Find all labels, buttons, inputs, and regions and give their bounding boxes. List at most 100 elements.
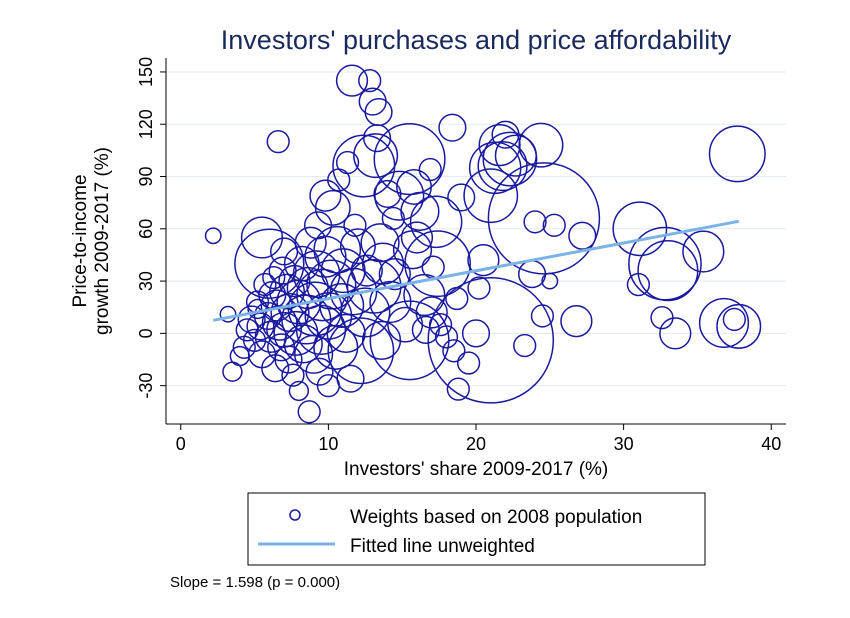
x-tick-label: 10 <box>318 434 338 454</box>
y-tick-label: -30 <box>136 373 156 399</box>
data-point <box>335 64 369 97</box>
x-ticks: 0 10 20 30 40 <box>176 424 781 454</box>
data-point <box>530 304 555 328</box>
data-point <box>234 228 305 299</box>
data-point <box>612 201 668 257</box>
y-tick-label: 150 <box>136 57 156 87</box>
data-point <box>427 277 555 404</box>
data-point <box>309 179 342 212</box>
y-axis-label-line-2: growth 2009-2017 (%) <box>92 147 113 335</box>
data-point <box>446 377 470 401</box>
data-point <box>261 304 298 341</box>
data-point <box>369 280 412 324</box>
y-tick-label: 120 <box>136 109 156 139</box>
data-point <box>266 130 290 154</box>
x-tick-label: 30 <box>614 434 634 454</box>
data-point <box>314 189 351 226</box>
data-point <box>708 125 766 183</box>
y-axis-label: Price-to-income growth 2009-2017 (%) <box>70 147 113 335</box>
data-point <box>400 191 440 231</box>
data-point <box>288 380 310 402</box>
data-point <box>513 333 537 358</box>
data-point <box>358 69 382 93</box>
data-point <box>442 339 466 363</box>
data-point <box>698 297 750 349</box>
data-point <box>364 97 393 127</box>
y-axis-label-line-1: Price-to-income <box>70 174 91 307</box>
data-point <box>246 312 275 341</box>
data-point <box>415 296 448 329</box>
data-point <box>242 328 267 352</box>
data-point <box>353 133 399 179</box>
data-point <box>404 230 472 298</box>
data-point <box>305 357 334 386</box>
data-point <box>716 303 762 349</box>
legend-bubble-marker <box>289 509 301 521</box>
x-tick-label: 0 <box>176 434 186 454</box>
data-point <box>336 364 365 393</box>
data-point <box>340 287 391 338</box>
y-tick-label: 90 <box>136 166 156 186</box>
data-point <box>487 162 601 275</box>
x-tick-label: 20 <box>466 434 486 454</box>
fitted-line <box>212 219 740 322</box>
legend-entry-weights: Weights based on 2008 population <box>350 507 642 528</box>
data-point <box>295 304 347 355</box>
data-point <box>262 265 286 290</box>
data-point <box>360 223 400 263</box>
data-point <box>297 400 321 424</box>
fitted-line-layer <box>212 219 740 322</box>
data-point <box>523 210 547 234</box>
slope-note: Slope = 1.598 (p = 0.000) <box>170 574 340 591</box>
data-point <box>409 195 463 249</box>
data-point <box>339 228 376 265</box>
data-point <box>374 170 425 221</box>
data-point <box>373 123 446 196</box>
data-point <box>294 226 327 259</box>
y-tick-label: 30 <box>136 271 156 291</box>
y-tick-label: 0 <box>136 328 156 338</box>
data-point <box>411 315 440 344</box>
data-point <box>304 235 347 278</box>
data-point <box>722 307 746 332</box>
data-point <box>463 168 519 224</box>
data-point <box>491 120 520 149</box>
data-point <box>467 244 500 277</box>
data-point <box>326 313 366 353</box>
data-point <box>319 282 365 329</box>
data-point <box>568 221 597 250</box>
chart-title: Investors' purchases and price affordabi… <box>221 25 732 55</box>
data-point <box>456 351 481 375</box>
legend-box <box>247 492 706 566</box>
data-point <box>518 122 564 168</box>
data-point <box>327 317 395 385</box>
y-ticks: -30 0 30 60 90 120 150 <box>136 57 166 399</box>
data-point <box>461 319 491 348</box>
y-tick-label: 60 <box>136 219 156 239</box>
data-point <box>313 225 362 274</box>
data-point <box>434 325 459 349</box>
data-point <box>237 305 266 334</box>
x-tick-label: 40 <box>761 434 781 454</box>
data-point <box>273 310 319 356</box>
data-point <box>396 169 432 205</box>
data-point <box>335 150 360 175</box>
data-point <box>494 134 537 177</box>
x-axis-label: Investors' share 2009-2017 (%) <box>344 459 609 480</box>
data-point <box>447 183 476 212</box>
data-point <box>378 257 411 291</box>
data-point <box>659 317 692 350</box>
data-point <box>541 272 559 290</box>
data-point <box>306 259 357 310</box>
data-point <box>274 345 303 374</box>
data-point <box>542 213 566 237</box>
data-point <box>269 273 306 310</box>
data-point <box>283 324 323 364</box>
data-point <box>343 213 367 237</box>
data-point <box>400 221 434 254</box>
data-point <box>560 305 593 338</box>
data-point <box>204 227 222 245</box>
legend-entry-fitted-line: Fitted line unweighted <box>350 536 535 557</box>
data-point <box>467 276 491 300</box>
